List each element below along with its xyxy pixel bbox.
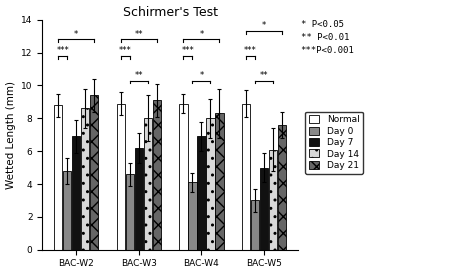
Bar xyxy=(278,125,286,250)
Bar xyxy=(126,174,134,250)
Bar xyxy=(215,113,224,250)
Text: *: * xyxy=(262,21,266,30)
Bar xyxy=(81,109,90,250)
Bar xyxy=(135,148,143,250)
Bar xyxy=(242,104,250,250)
Bar xyxy=(144,118,152,250)
Bar xyxy=(72,136,81,250)
Bar xyxy=(90,95,99,250)
Text: * P<0.05
** P<0.01
***P<0.001: * P<0.05 ** P<0.01 ***P<0.001 xyxy=(301,20,354,55)
Bar xyxy=(197,136,206,250)
Bar xyxy=(179,104,188,250)
Text: **: ** xyxy=(135,71,143,80)
Text: *: * xyxy=(200,71,204,80)
Text: ***: *** xyxy=(119,46,132,55)
Text: *: * xyxy=(200,30,204,39)
Bar xyxy=(63,171,72,250)
Bar xyxy=(251,201,259,250)
Y-axis label: Wetted Length (mm): Wetted Length (mm) xyxy=(6,81,16,189)
Text: ***: *** xyxy=(182,46,194,55)
Legend: Normal, Day 0, Day 7, Day 14, Day 21: Normal, Day 0, Day 7, Day 14, Day 21 xyxy=(305,112,363,173)
Text: *: * xyxy=(74,30,78,39)
Text: ***: *** xyxy=(244,46,257,55)
Bar xyxy=(206,118,215,250)
Bar xyxy=(260,168,268,250)
Text: **: ** xyxy=(260,71,268,80)
Title: Schirmer's Test: Schirmer's Test xyxy=(123,5,218,19)
Text: ***: *** xyxy=(56,46,69,55)
Bar xyxy=(153,100,161,250)
Bar xyxy=(117,104,125,250)
Bar xyxy=(188,182,197,250)
Text: **: ** xyxy=(135,30,143,39)
Bar xyxy=(269,150,277,250)
Bar xyxy=(54,105,63,250)
